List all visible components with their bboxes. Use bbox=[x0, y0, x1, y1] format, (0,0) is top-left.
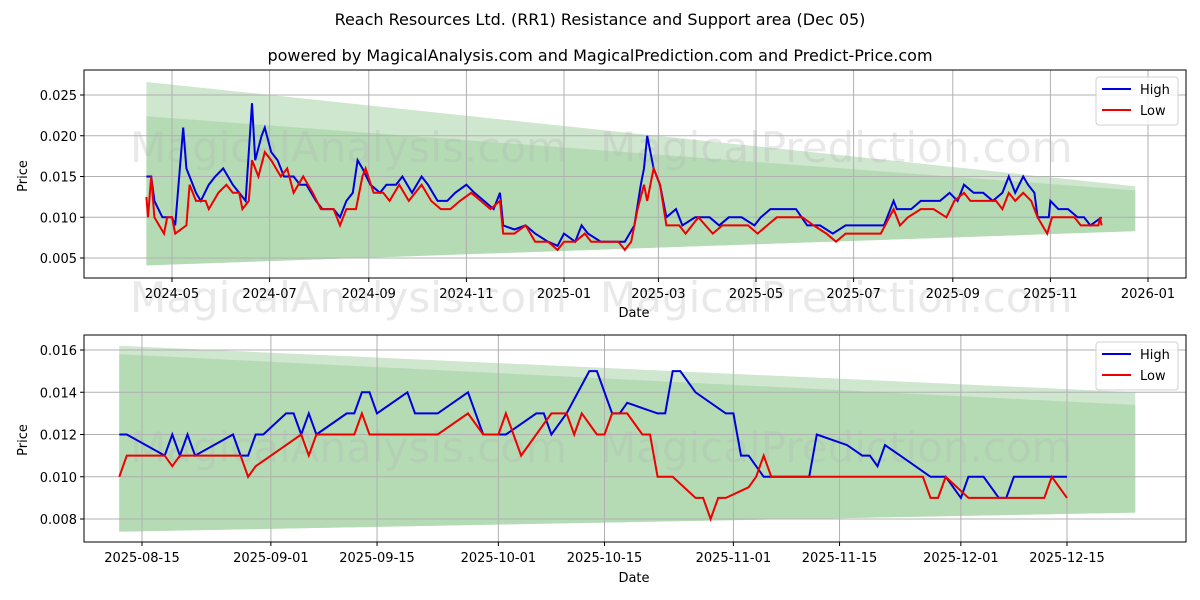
low-price-line bbox=[118, 410, 1068, 522]
bottom-x-axis-label: Date bbox=[618, 571, 649, 586]
y-tick-label: 0.016 bbox=[40, 344, 77, 359]
x-tick-label: 2025-09-15 bbox=[339, 551, 415, 566]
y-tick-label: 0.025 bbox=[40, 89, 77, 104]
top-chart: MagicalAnalysis.com MagicalPrediction.co… bbox=[16, 69, 1187, 322]
y-tick-label: 0.005 bbox=[40, 252, 77, 267]
low-price-line bbox=[145, 149, 1103, 252]
x-tick-label: 2025-01 bbox=[537, 287, 591, 302]
y-tick-label: 0.010 bbox=[40, 471, 77, 486]
y-tick-label: 0.015 bbox=[40, 171, 77, 186]
x-tick-label: 2025-08-15 bbox=[104, 551, 180, 566]
bottom-price-lines bbox=[118, 370, 1068, 522]
x-tick-label: 2025-11 bbox=[1023, 287, 1077, 302]
x-tick-label: 2025-07 bbox=[826, 287, 880, 302]
top-support-resistance-band bbox=[146, 81, 1136, 266]
bottom-watermark-left: MagicalAnalysis.com bbox=[130, 423, 567, 472]
top-x-ticks: 2024-05 2024-07 2024-09 2024-11 2025-01 2025-… bbox=[145, 278, 1175, 302]
x-tick-label: 2025-12-01 bbox=[923, 551, 999, 566]
top-watermark-lower-right: MagicalPrediction.com bbox=[600, 273, 1073, 322]
top-watermark-lower-left: MagicalAnalysis.com bbox=[130, 273, 567, 322]
x-tick-label: 2025-09-01 bbox=[233, 551, 309, 566]
bottom-y-ticks: 0.008 0.010 0.012 0.014 0.016 bbox=[40, 344, 84, 528]
x-tick-label: 2024-07 bbox=[242, 287, 296, 302]
bottom-x-ticks: 2025-08-15 2025-09-01 2025-09-15 2025-10-01… bbox=[104, 542, 1105, 566]
bottom-watermark-right: MagicalPrediction.com bbox=[600, 423, 1073, 472]
top-watermark-left: MagicalAnalysis.com bbox=[130, 123, 567, 172]
top-watermark-right: MagicalPrediction.com bbox=[600, 123, 1073, 172]
x-tick-label: 2025-11-15 bbox=[802, 551, 878, 566]
y-tick-label: 0.014 bbox=[40, 386, 77, 401]
x-tick-label: 2025-12-15 bbox=[1029, 551, 1105, 566]
x-tick-label: 2026-01 bbox=[1121, 287, 1175, 302]
bottom-legend-high-label: High bbox=[1140, 348, 1170, 363]
bottom-legend-low-label: Low bbox=[1140, 369, 1166, 384]
top-legend: High Low bbox=[1095, 76, 1179, 126]
high-price-line bbox=[146, 103, 1103, 248]
chart-title: Reach Resources Ltd. (RR1) Resistance an… bbox=[334, 10, 866, 29]
chart-subtitle: powered by MagicalAnalysis.com and Magic… bbox=[267, 46, 933, 65]
bottom-axes-frame bbox=[83, 334, 1187, 543]
high-price-line bbox=[119, 370, 1067, 501]
y-tick-label: 0.020 bbox=[40, 130, 77, 145]
top-price-lines bbox=[145, 103, 1103, 252]
x-tick-label: 2025-10-15 bbox=[567, 551, 643, 566]
bottom-legend: High Low bbox=[1095, 341, 1179, 391]
x-tick-label: 2024-11 bbox=[439, 287, 493, 302]
x-tick-label: 2025-03 bbox=[631, 287, 685, 302]
top-axes-frame bbox=[83, 69, 1187, 279]
x-tick-label: 2025-10-01 bbox=[461, 551, 537, 566]
bottom-grid bbox=[84, 335, 1186, 542]
top-y-axis-label: Price bbox=[16, 160, 31, 192]
x-tick-label: 2024-09 bbox=[342, 287, 396, 302]
top-legend-high-label: High bbox=[1140, 83, 1170, 98]
y-tick-label: 0.010 bbox=[40, 211, 77, 226]
y-tick-label: 0.008 bbox=[40, 513, 77, 528]
y-tick-label: 0.012 bbox=[40, 429, 77, 444]
top-y-ticks: 0.005 0.010 0.015 0.020 0.025 bbox=[40, 89, 84, 267]
top-x-axis-label: Date bbox=[618, 306, 649, 321]
x-tick-label: 2025-11-01 bbox=[696, 551, 772, 566]
top-legend-low-label: Low bbox=[1140, 104, 1166, 119]
bottom-y-axis-label: Price bbox=[16, 424, 31, 456]
x-tick-label: 2024-05 bbox=[145, 287, 199, 302]
bottom-chart: MagicalAnalysis.com MagicalPrediction.co… bbox=[16, 334, 1187, 586]
x-tick-label: 2025-05 bbox=[729, 287, 783, 302]
x-tick-label: 2025-09 bbox=[926, 287, 980, 302]
